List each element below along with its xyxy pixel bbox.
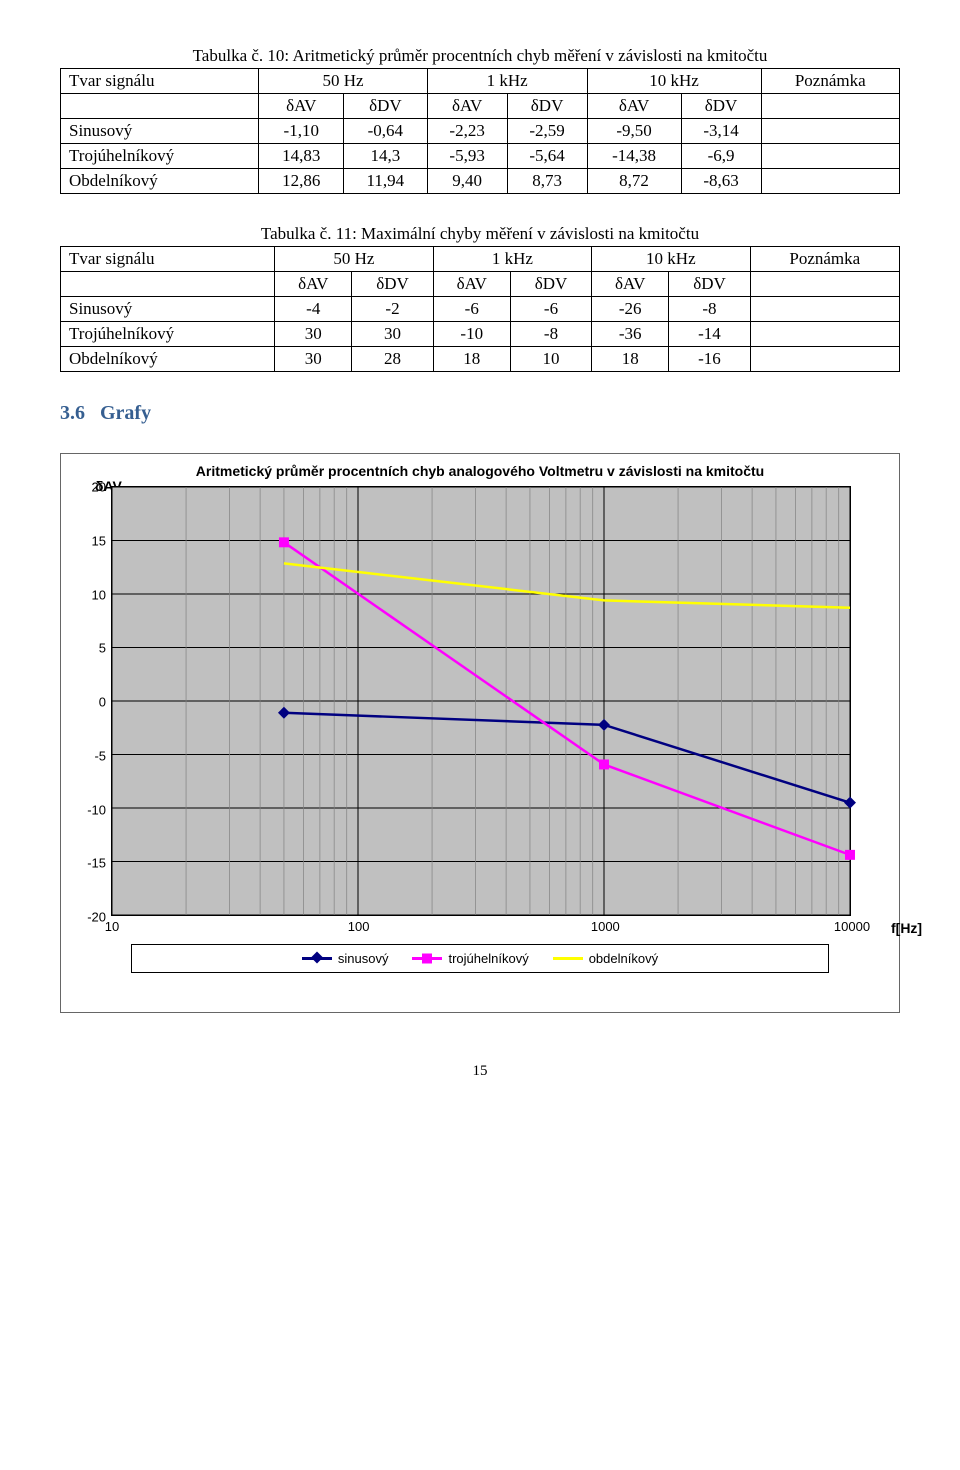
chart-title: Aritmetický průměr procentních chyb anal… (71, 462, 889, 480)
table-row: Obdelníkový 30 28 18 10 18 -16 (61, 347, 900, 372)
table1-note-header: Poznámka (761, 69, 900, 94)
ytick-label: 5 (99, 641, 106, 656)
table2-caption: Tabulka č. 11: Maximální chyby měření v … (60, 224, 900, 244)
legend-item: trojúhelníkový (412, 951, 528, 966)
ytick-label: -20 (87, 910, 106, 925)
page-number: 15 (60, 1063, 900, 1080)
legend-item: obdelníkový (553, 951, 658, 966)
section-title: Grafy (100, 402, 151, 424)
ytick-label: -5 (94, 748, 106, 763)
ytick-label: 0 (99, 695, 106, 710)
xtick-label: 10000 (834, 919, 870, 934)
legend-label: sinusový (338, 951, 389, 966)
table-row: Trojúhelníkový 14,83 14,3 -5,93 -5,64 -1… (61, 144, 900, 169)
legend-item: sinusový (302, 951, 389, 966)
xtick-label: 1000 (591, 919, 620, 934)
chart-legend: sinusový trojúhelníkový obdelníkový (131, 944, 829, 973)
xtick-label: 100 (348, 919, 370, 934)
ytick-label: 20 (92, 480, 106, 495)
table-row: Sinusový -1,10 -0,64 -2,23 -2,59 -9,50 -… (61, 119, 900, 144)
legend-label: obdelníkový (589, 951, 658, 966)
xtick-label: 10 (105, 919, 119, 934)
table-row: Obdelníkový 12,86 11,94 9,40 8,73 8,72 -… (61, 169, 900, 194)
legend-label: trojúhelníkový (448, 951, 528, 966)
plot-area: 20151050-5-10-15-2010100100010000 (111, 486, 851, 916)
table1-header-signal: Tvar signálu (61, 69, 259, 94)
table1: Tvar signálu 50 Hz 1 kHz 10 kHz Poznámka… (60, 68, 900, 194)
table1-freq-1: 1 kHz (427, 69, 587, 94)
table2: Tvar signálu 50 Hz 1 kHz 10 kHz Poznámka… (60, 246, 900, 372)
table2-header-signal: Tvar signálu (61, 247, 275, 272)
table1-freq-2: 10 kHz (587, 69, 761, 94)
table1-freq-0: 50 Hz (259, 69, 427, 94)
table-row: Sinusový -4 -2 -6 -6 -26 -8 (61, 297, 900, 322)
ytick-label: 15 (92, 533, 106, 548)
ytick-label: -15 (87, 856, 106, 871)
table-row: Trojúhelníkový 30 30 -10 -8 -36 -14 (61, 322, 900, 347)
chart-frame: δAV Aritmetický průměr procentních chyb … (60, 453, 900, 1013)
ytick-label: -10 (87, 802, 106, 817)
ytick-label: 10 (92, 587, 106, 602)
chart-xlabel: f[Hz] (891, 920, 922, 936)
table1-caption: Tabulka č. 10: Aritmetický průměr procen… (60, 46, 900, 66)
section-number: 3.6 (60, 402, 85, 424)
section-heading: 3.6 Grafy (60, 402, 900, 425)
